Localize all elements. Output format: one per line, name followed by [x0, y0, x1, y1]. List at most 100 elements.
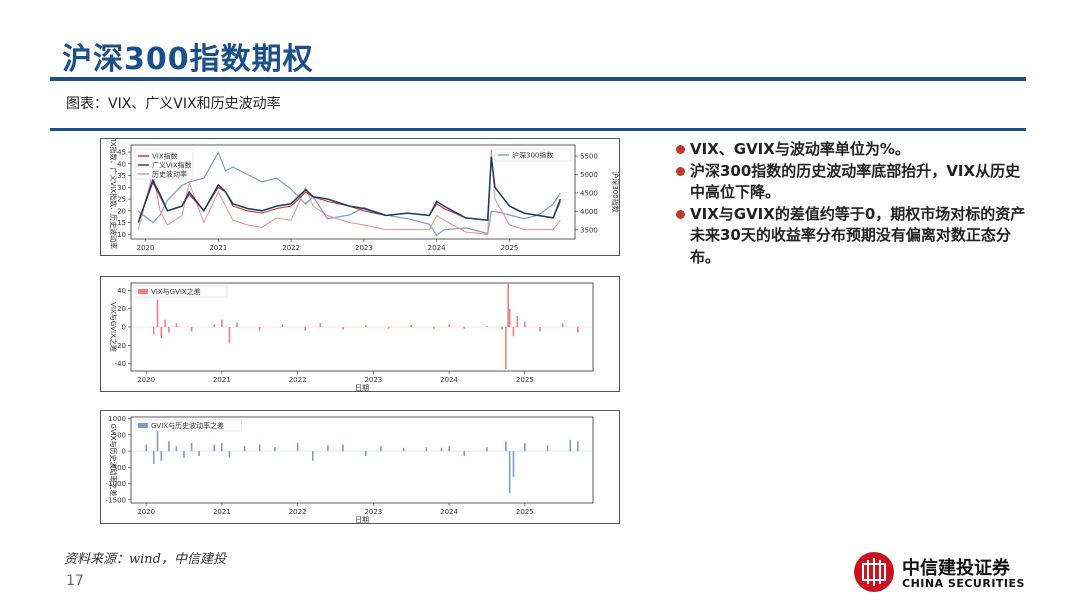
series-line	[137, 149, 561, 235]
x-tick-label: 2024	[428, 244, 446, 252]
legend-label: 历史波动率	[152, 170, 187, 179]
x-tick-label: 2020	[137, 508, 155, 516]
bar	[364, 325, 367, 327]
bar	[546, 445, 549, 452]
source-note: 资料来源：wind，中信建投	[64, 552, 226, 567]
x-tick-label: 2025	[516, 508, 534, 516]
x-axis-label: 日期	[355, 516, 369, 523]
bar	[304, 327, 306, 331]
legend-label: VIX与GVIX之差	[151, 287, 201, 296]
bar	[327, 445, 329, 452]
bar	[168, 441, 170, 452]
y-tick-label: 45	[117, 149, 126, 157]
x-tick-label: 2024	[440, 376, 458, 384]
vix-gvix-diff-panel: -40 -20 0 20 40 2020 2021 2022 2023 2024 2025 VIX与G…	[100, 276, 620, 392]
y-tick-label: -500	[110, 464, 126, 472]
plot-area	[130, 144, 576, 240]
x-tick-label: 2022	[289, 508, 307, 516]
y-tick-label: 10	[117, 231, 126, 239]
page-number: 17	[66, 573, 84, 589]
bar	[221, 442, 223, 452]
x-tick-label: 2020	[137, 376, 155, 384]
bar	[486, 326, 488, 327]
logo-emblem-icon	[862, 558, 886, 586]
bar	[160, 451, 163, 461]
bar	[577, 441, 579, 452]
bar	[448, 324, 450, 327]
volatility-chart-panel: 10 15 20 25 30 35 40 45 2020 2021 2022 2023 2024 2025…	[100, 138, 620, 256]
bar	[577, 327, 579, 333]
bar	[145, 444, 147, 452]
bar	[463, 451, 466, 456]
bar	[402, 447, 405, 452]
bullet-item: VIX、GVIX与波动率单位为%。	[676, 139, 1026, 161]
bar	[512, 327, 515, 337]
bar	[508, 308, 511, 327]
bar	[539, 327, 541, 332]
bar	[213, 324, 216, 327]
y-tick-label: -1500	[106, 496, 126, 504]
y-tick-label: 20	[117, 305, 126, 313]
bar	[175, 446, 178, 452]
y2-tick-label: 4000	[580, 208, 598, 216]
legend-label: GVIX与历史波动率之差	[151, 421, 224, 430]
y-tick-label: -40	[115, 360, 126, 368]
logo-name-cn: 中信建投证券	[902, 558, 1010, 579]
bar	[175, 323, 178, 327]
y-axis-label: VIX与GVIX之差	[109, 302, 118, 352]
y2-tick-label: 4500	[580, 189, 598, 197]
y-tick-label: 40	[117, 160, 126, 168]
bar	[156, 299, 159, 327]
legend-swatch	[138, 289, 148, 294]
series-line	[137, 156, 562, 223]
bar	[156, 421, 159, 452]
company-logo: 中信建投证券 CHINA SECURITIES	[854, 552, 1034, 596]
legend-box	[134, 285, 228, 298]
bar	[505, 327, 507, 370]
x-tick-label: 2025	[516, 376, 534, 384]
y-axis-label: VIX指数、广义VIX指数、历史波动率	[109, 139, 118, 249]
x-tick-label: 2025	[501, 244, 519, 252]
legend-swatch	[138, 423, 148, 428]
bar	[198, 451, 200, 456]
bullet-item: 沪深300指数的历史波动率底部抬升，VIX从历史中高位下降。	[676, 161, 1026, 204]
bar	[410, 325, 413, 327]
y2-axis-label: 沪深300指数	[611, 171, 619, 212]
bullet-text: 沪深300指数的历史波动率底部抬升，VIX从历史中高位下降。	[690, 161, 1021, 202]
bar	[190, 442, 193, 452]
bar	[448, 446, 450, 452]
bar	[258, 444, 261, 452]
bar	[213, 444, 216, 452]
bar	[274, 447, 276, 452]
bullet-text: VIX、GVIX与波动率单位为%。	[690, 140, 910, 158]
gvix-hv-diff-chart: -1500 -1000 -500 0 500 1000 2020 2021 2022 2023 20…	[106, 415, 594, 523]
y-tick-label: 20	[117, 207, 126, 215]
bar	[425, 447, 428, 452]
y-tick-label: 40	[117, 287, 126, 295]
y2-tick-label: 5500	[580, 153, 598, 161]
bullet-item: VIX与GVIX的差值约等于0，期权市场对标的资产未来30天的收益率分布预期没有…	[676, 204, 1026, 269]
bar	[569, 439, 572, 452]
bar	[243, 446, 246, 452]
y-tick-label: 1000	[108, 415, 126, 423]
gvix-hv-diff-panel: -1500 -1000 -500 0 500 1000 2020 2021 2022 2023 20…	[100, 410, 620, 524]
bar	[190, 327, 193, 332]
bar	[516, 316, 519, 327]
logo-name-en: CHINA SECURITIES	[902, 577, 1025, 590]
y-tick-label: -1000	[106, 480, 126, 488]
x-axis-label: 日期	[355, 384, 369, 391]
y2-tick-label: 5000	[580, 171, 598, 179]
x-tick-label: 2020	[137, 244, 155, 252]
bullet-list: VIX、GVIX与波动率单位为%。 沪深300指数的历史波动率底部抬升，VIX从…	[676, 139, 1026, 268]
plot-area	[130, 416, 594, 504]
bullet-dot	[676, 209, 685, 219]
bullet-text: VIX与GVIX的差值约等于0，期权市场对标的资产未来30天的收益率分布预期没有…	[690, 204, 1026, 266]
x-tick-label: 2022	[289, 376, 307, 384]
bar	[228, 451, 231, 458]
y-axis-label: GVIX与历史波动率之差	[109, 423, 118, 496]
y-tick-label: 0	[122, 448, 126, 456]
bar	[342, 327, 344, 330]
bar	[319, 323, 322, 327]
legend-label: 沪深300指数	[512, 151, 553, 160]
